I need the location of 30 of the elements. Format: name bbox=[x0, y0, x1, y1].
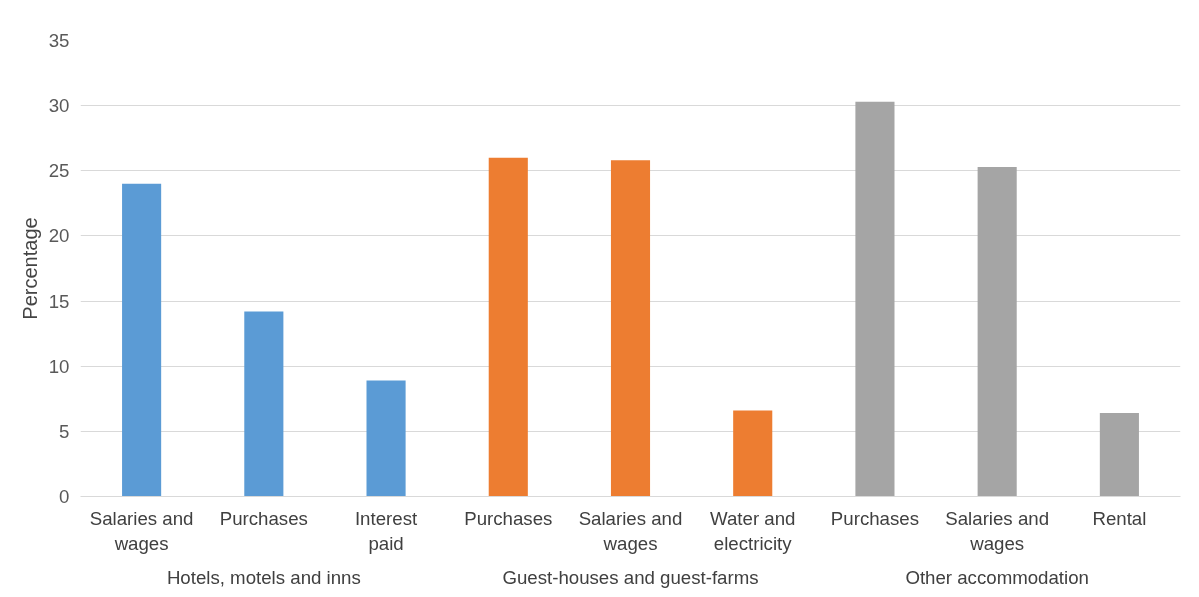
bar bbox=[366, 380, 406, 497]
y-tick-label: 5 bbox=[59, 420, 70, 442]
bar bbox=[733, 410, 773, 497]
x-tick-label: Salaries and wages bbox=[578, 507, 683, 554]
y-axis-title: Percentage bbox=[18, 217, 41, 320]
y-tick-label: 35 bbox=[48, 30, 70, 51]
x-tick-label: Salaries and wages bbox=[89, 507, 194, 554]
text: Hotels, motels and inns bbox=[166, 566, 361, 588]
x-tick-label: Purchases bbox=[830, 507, 920, 529]
bar bbox=[244, 311, 284, 497]
y-tick-label: 25 bbox=[48, 160, 70, 182]
y-tick-label: 20 bbox=[48, 225, 70, 247]
bar bbox=[122, 183, 162, 497]
x-tick-label: Water and electricity bbox=[710, 507, 796, 554]
x-tick-label: Salaries and wages bbox=[945, 507, 1050, 554]
x-tick-label: Interest paid bbox=[354, 507, 418, 554]
x-tick-label: Purchases bbox=[219, 507, 308, 529]
bar bbox=[610, 160, 651, 497]
bar bbox=[488, 157, 528, 497]
text: Other accommodation bbox=[905, 566, 1089, 588]
y-tick-label: 0 bbox=[59, 486, 70, 507]
bar bbox=[1099, 413, 1139, 497]
y-tick-label: 10 bbox=[48, 355, 70, 377]
x-tick-label: Rental bbox=[1092, 507, 1147, 529]
x-tick-label: Purchases bbox=[464, 507, 553, 529]
y-tick-label: 15 bbox=[48, 290, 70, 312]
y-tick-label: 30 bbox=[48, 95, 70, 117]
bar bbox=[855, 101, 895, 497]
text: Guest-houses and guest-farms bbox=[502, 566, 759, 588]
bar bbox=[977, 166, 1017, 497]
